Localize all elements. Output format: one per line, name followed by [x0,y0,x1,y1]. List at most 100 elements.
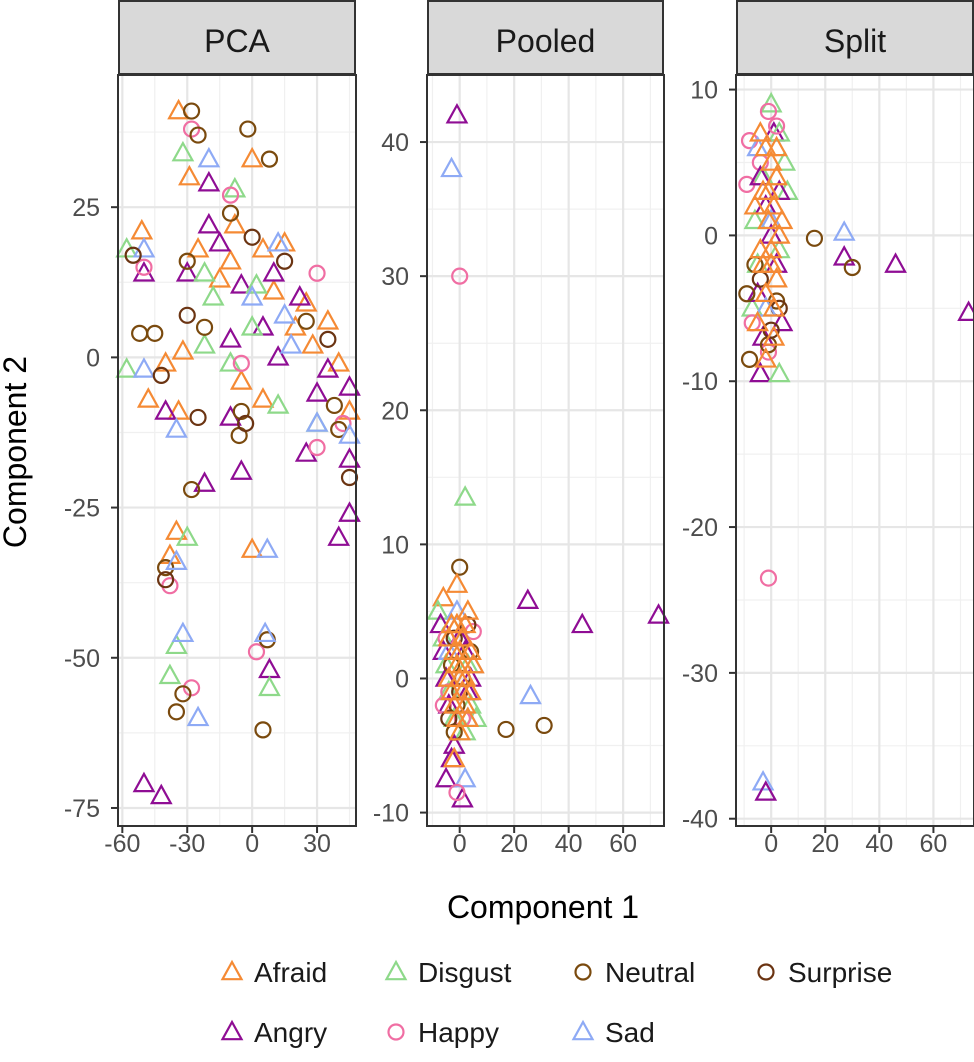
y-tick-label: 20 [381,397,409,425]
legend-label: Happy [418,1017,499,1048]
point-angry [251,315,275,336]
point-happy [308,438,326,457]
point-afraid [223,212,247,234]
point-sad [273,303,296,324]
y-tick-label: 10 [381,531,409,559]
point-surprise [237,414,255,433]
y-tick-label: -75 [64,795,100,823]
point-angry [754,780,778,801]
point-afraid [757,208,780,230]
point-afraid [456,706,480,728]
point-angry [197,170,221,192]
point-happy [448,783,466,802]
point-angry [262,260,286,282]
point-neutral [131,324,149,342]
point-afraid [459,679,482,701]
y-tick-label: -20 [682,514,718,542]
point-afraid [437,666,461,687]
point-surprise [276,252,294,270]
point-disgust [219,351,242,372]
legend-item-happy: Happy [387,1017,499,1048]
point-happy [759,102,778,121]
legend-key-sad [571,1019,595,1041]
point-disgust [767,121,791,142]
point-sad [132,236,156,258]
legend-label: Afraid [254,957,327,988]
legend-item-afraid: Afraid [220,957,327,988]
data-points [738,91,974,801]
y-tick-label: -10 [373,800,409,828]
point-disgust [767,361,791,383]
panel-pooled: Pooled 0 20 40 60 40 30 20 10 0 -10 [373,0,670,858]
point-afraid [301,333,325,354]
facet-strip [427,0,664,75]
point-angry [288,285,312,306]
point-neutral [843,258,861,277]
legend-label: Disgust [418,957,512,988]
point-surprise [152,366,170,384]
legend-label: Surprise [788,957,892,988]
y-tick-label: 25 [72,194,100,222]
point-afraid [770,208,794,230]
point-angry [266,345,290,366]
x-tick-label: 20 [811,830,839,858]
point-afraid [754,135,778,157]
point-happy [182,679,201,697]
facet-strip-label: Pooled [496,23,596,59]
point-surprise [340,468,359,487]
gridlines [118,75,356,826]
point-sad [240,285,264,306]
point-afraid [437,625,461,647]
point-afraid [759,150,783,171]
point-disgust [240,315,264,336]
y-tick-label: 30 [381,263,409,291]
point-afraid [316,309,340,330]
point-angry [338,501,361,522]
panel-border [117,74,357,827]
x-tick-label: 40 [555,830,583,858]
point-angry [570,612,594,634]
point-neutral [178,252,196,270]
y-tick-label: 10 [690,77,718,105]
legend-key-neutral [574,963,592,981]
point-angry [445,102,469,124]
point-neutral [221,204,240,222]
point-afraid [765,266,788,288]
facet-strip [118,0,356,75]
facet-strip [736,0,974,75]
point-happy [232,354,250,372]
point-surprise [157,571,175,589]
point-angry [175,260,199,282]
y-tick-label: -25 [64,495,100,523]
point-afraid [754,281,778,303]
point-disgust [115,357,139,378]
point-afraid [762,296,786,317]
legend-item-sad: Sad [571,1017,655,1048]
point-neutral [805,229,824,247]
point-afraid [327,351,351,372]
point-afraid [754,347,778,368]
point-neutral [157,559,175,577]
legend-label: Neutral [605,957,695,988]
y-tick-label: -50 [64,645,100,673]
point-sad [165,417,188,438]
point-afraid [461,652,485,674]
point-afraid [762,325,786,346]
point-neutral [738,285,756,303]
point-angry [208,230,232,252]
point-neutral [535,716,553,735]
point-disgust [453,485,477,506]
point-afraid [165,519,188,540]
point-afraid [448,719,472,741]
point-angry [229,273,253,294]
point-angry [767,179,791,200]
point-afraid [453,666,477,687]
point-happy [247,643,266,661]
point-afraid [240,537,264,558]
point-happy [759,569,778,587]
legend-item-angry: Angry [220,1017,327,1048]
point-surprise [124,246,142,264]
point-afraid [759,237,783,259]
legend-item-neutral: Neutral [574,957,695,988]
point-neutral [167,703,186,721]
